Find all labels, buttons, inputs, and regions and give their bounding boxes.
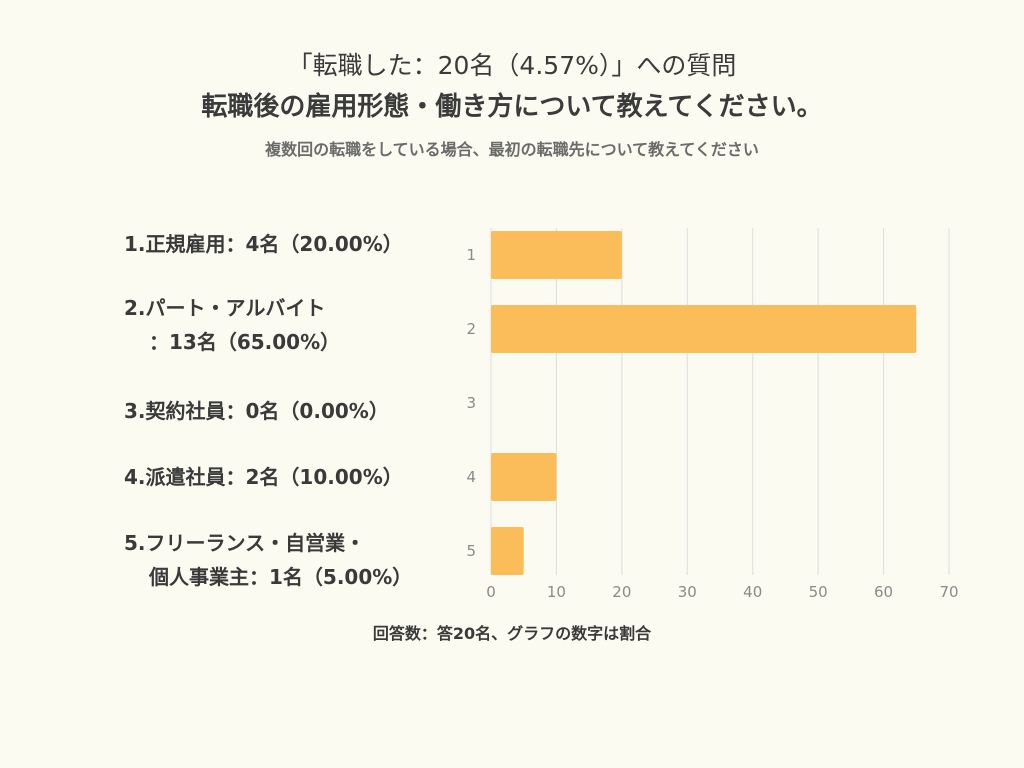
x-tick-label-60: 60 — [874, 583, 893, 601]
category-label-5-line2: 個人事業主：1名（5.00%） — [149, 565, 413, 589]
category-label-3: 3.契約社員：0名（0.00%） — [124, 394, 389, 428]
category-label-5-line1: 5.フリーランス・自営業・ — [124, 531, 366, 555]
category-label-2-line1: 2.パート・アルバイト — [124, 296, 326, 320]
category-label-4: 4.派遣社員：2名（10.00%） — [124, 460, 403, 494]
category-label-2: 2.パート・アルバイト ：13名（65.00%） — [124, 291, 340, 359]
x-tick-label-10: 10 — [547, 583, 566, 601]
y-tick-label-4: 4 — [466, 468, 476, 486]
y-tick-label-2: 2 — [466, 320, 476, 338]
question-heading: 転職後の雇用形態・働き方について教えてください。 — [201, 92, 823, 122]
x-tick-label-40: 40 — [743, 583, 762, 601]
category-label-5: 5.フリーランス・自営業・ 個人事業主：1名（5.00%） — [124, 526, 412, 594]
bar-5 — [491, 527, 524, 575]
x-tick-label-20: 20 — [612, 583, 631, 601]
question-note: 複数回の転職をしている場合、最初の転職先について教えてください — [265, 140, 759, 159]
bar-1 — [491, 231, 622, 279]
bar-4 — [491, 453, 557, 501]
y-tick-label-1: 1 — [466, 246, 476, 264]
x-tick-label-0: 0 — [486, 583, 496, 601]
category-label-3-line1: 3.契約社員：0名（0.00%） — [124, 399, 389, 423]
x-tick-label-70: 70 — [939, 583, 958, 601]
x-tick-label-50: 50 — [809, 583, 828, 601]
x-tick-label-30: 30 — [678, 583, 697, 601]
category-label-1-line1: 1.正規雇用：4名（20.00%） — [124, 232, 403, 256]
category-label-2-line2: ：13名（65.00%） — [149, 330, 341, 354]
footer-note: 回答数：答20名、グラフの数字は割合 — [372, 624, 652, 643]
y-tick-label-5: 5 — [466, 542, 476, 560]
category-label-1: 1.正規雇用：4名（20.00%） — [124, 227, 403, 261]
y-tick-label-3: 3 — [466, 394, 476, 412]
bar-2 — [491, 305, 917, 353]
category-label-4-line1: 4.派遣社員：2名（10.00%） — [124, 465, 403, 489]
chart-title: 「転職した：20名（4.57%）」への質問 — [287, 51, 737, 80]
